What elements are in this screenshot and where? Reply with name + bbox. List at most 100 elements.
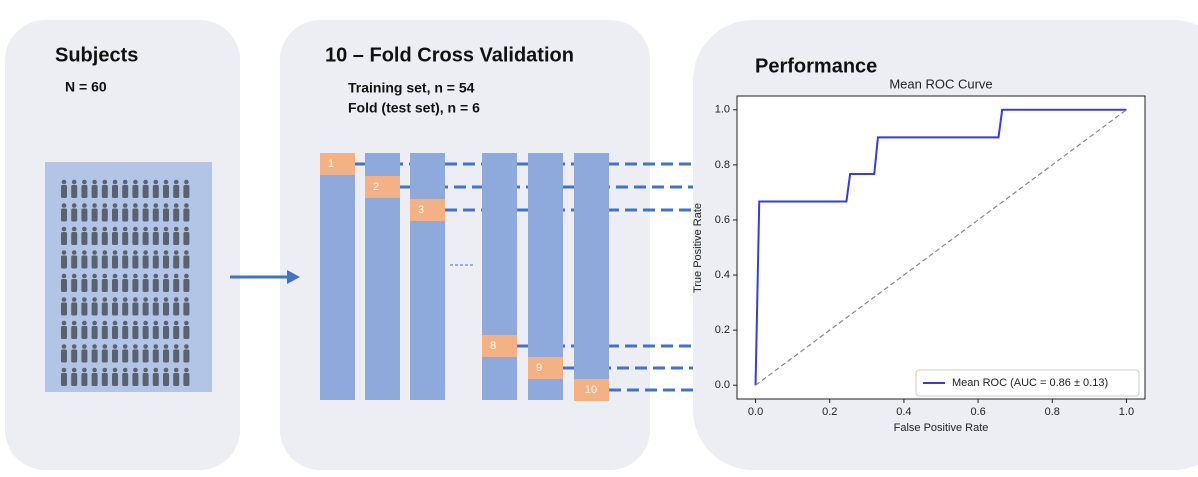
person-body (112, 208, 118, 222)
person-head (92, 297, 97, 302)
subjects-count: N = 60 (65, 79, 107, 95)
person-head (184, 367, 189, 373)
person-head (133, 273, 138, 279)
person-body (132, 349, 139, 363)
cv-line: Training set, n = 54 (348, 80, 475, 96)
person-body (81, 208, 88, 222)
person-body (183, 185, 190, 198)
person-head (133, 179, 138, 185)
person-head (102, 273, 108, 279)
person-head (184, 226, 189, 232)
person-body (122, 302, 129, 316)
person-body (142, 302, 149, 316)
person-head (82, 226, 87, 232)
person-body (122, 373, 129, 386)
person-head (143, 203, 148, 208)
person-body (142, 185, 149, 198)
person-body (81, 349, 88, 363)
person-body (91, 373, 98, 386)
fold-segment (410, 199, 445, 221)
person-head (112, 297, 118, 302)
person-head (61, 367, 67, 373)
person-body (122, 232, 129, 245)
fold-segment (365, 176, 400, 198)
person-head (133, 226, 138, 232)
person-body (101, 326, 108, 339)
person-head (163, 273, 169, 279)
person-body (112, 349, 118, 363)
person-head (102, 226, 108, 232)
person-head (163, 250, 169, 255)
person-head (133, 344, 138, 349)
person-head (92, 273, 97, 279)
person-body (81, 326, 88, 339)
person-head (61, 320, 67, 326)
person-head (153, 203, 159, 208)
person-body (163, 302, 169, 316)
person-head (173, 367, 179, 373)
person-body (91, 208, 98, 222)
person-head (92, 344, 97, 349)
person-head (102, 344, 108, 349)
person-head (71, 344, 77, 349)
person-body (183, 326, 190, 339)
person-body (61, 373, 67, 386)
person-body (61, 349, 67, 363)
person-body (101, 208, 108, 222)
person-body (142, 279, 149, 292)
person-body (163, 232, 169, 245)
person-head (61, 226, 67, 232)
subjects-title: Subjects (55, 44, 138, 66)
person-body (61, 185, 67, 198)
person-body (71, 373, 78, 386)
person-body (122, 326, 129, 339)
fold-label: 1 (328, 158, 334, 170)
person-body (61, 279, 67, 292)
person-body (132, 255, 139, 269)
fold-label: 9 (536, 362, 542, 374)
person-body (163, 279, 169, 292)
person-body (112, 185, 118, 198)
person-head (122, 344, 128, 349)
person-head (173, 250, 179, 255)
cv-title: 10 – Fold Cross Validation (325, 44, 574, 66)
person-head (153, 250, 159, 255)
person-body (101, 232, 108, 245)
person-body (61, 326, 67, 339)
person-body (163, 185, 169, 198)
fold-label: 8 (490, 340, 496, 352)
person-body (91, 326, 98, 339)
person-head (122, 320, 128, 326)
person-head (184, 179, 189, 185)
cv-line: Fold (test set), n = 6 (348, 100, 480, 116)
person-body (142, 349, 149, 363)
person-head (92, 226, 97, 232)
person-head (122, 226, 128, 232)
roc-line (755, 109, 1127, 386)
person-head (133, 203, 138, 208)
person-head (112, 179, 118, 185)
person-body (122, 185, 129, 198)
x-tick-label: 0.2 (822, 406, 837, 418)
person-head (71, 226, 77, 232)
person-head (71, 297, 77, 302)
training-bar (574, 153, 609, 400)
person-body (122, 208, 129, 222)
person-head (133, 367, 138, 373)
person-head (133, 320, 138, 326)
person-body (152, 232, 159, 245)
person-body (61, 208, 67, 222)
person-head (173, 273, 179, 279)
person-body (101, 279, 108, 292)
person-body (163, 255, 169, 269)
person-body (61, 255, 67, 269)
y-tick-label: 1.0 (715, 104, 730, 116)
person-body (173, 302, 180, 316)
person-body (101, 373, 108, 386)
person-head (71, 367, 77, 373)
person-body (173, 349, 180, 363)
person-head (61, 250, 67, 255)
person-head (102, 250, 108, 255)
training-bar (482, 153, 517, 400)
person-body (152, 279, 159, 292)
